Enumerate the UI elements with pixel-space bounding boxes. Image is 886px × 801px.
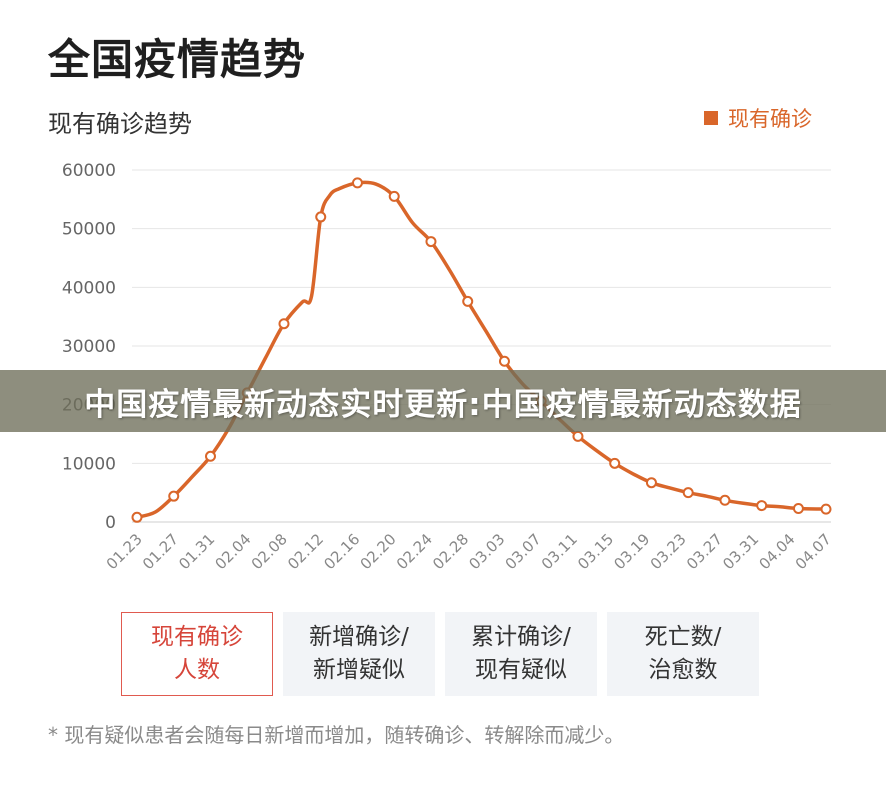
- x-tick-label: 02.04: [212, 530, 255, 573]
- trend-line-chart: 0100002000030000400005000060000 01.2301.…: [62, 161, 835, 573]
- y-tick-label: 40000: [62, 278, 116, 298]
- data-point: [792, 503, 804, 515]
- y-tick-label: 50000: [62, 220, 116, 240]
- data-point: [756, 500, 768, 512]
- data-point: [498, 355, 510, 367]
- tab-line2: 新增疑似: [313, 657, 405, 683]
- data-point: [719, 494, 731, 506]
- y-tick-labels: 0100002000030000400005000060000: [62, 161, 116, 533]
- x-tick-label: 04.04: [755, 530, 798, 573]
- footnote: * 现有疑似患者会随每日新增而增加，随转确诊、转解除而减少。: [48, 723, 625, 747]
- tab-line2: 现有疑似: [475, 657, 567, 683]
- tab-current-confirmed[interactable]: 现有确诊 人数: [121, 612, 273, 696]
- x-tick-label: 02.08: [248, 530, 291, 573]
- x-tick-labels: 01.2301.2701.3102.0402.0802.1202.1602.20…: [103, 530, 835, 573]
- data-point: [682, 487, 694, 499]
- x-tick-label: 03.27: [683, 530, 726, 573]
- x-tick-label: 01.23: [103, 530, 146, 573]
- grid-lines: [132, 169, 831, 523]
- data-point: [131, 511, 143, 523]
- metric-tabs: 现有确诊 人数 新增确诊/ 新增疑似 累计确诊/ 现有疑似 死亡数/ 治愈数: [121, 612, 759, 696]
- data-point: [388, 190, 400, 202]
- x-tick-label: 03.15: [574, 530, 617, 573]
- tab-total-confirmed[interactable]: 累计确诊/ 现有疑似: [445, 612, 597, 696]
- data-point: [645, 477, 657, 489]
- chart-subtitle: 现有确诊趋势: [48, 110, 192, 138]
- tab-line2: 治愈数: [648, 657, 718, 683]
- x-tick-label: 01.31: [175, 530, 218, 573]
- y-tick-label: 10000: [62, 454, 116, 474]
- overlay-banner: 中国疫情最新动态实时更新:中国疫情最新动态数据: [0, 370, 886, 432]
- legend-label: 现有确诊: [728, 107, 812, 131]
- data-point: [462, 295, 474, 307]
- x-tick-label: 03.31: [719, 530, 762, 573]
- tab-line1: 死亡数/: [644, 624, 722, 650]
- data-point: [572, 430, 584, 442]
- x-tick-label: 03.19: [610, 530, 653, 573]
- tab-deaths-recovered[interactable]: 死亡数/ 治愈数: [607, 612, 759, 696]
- y-tick-label: 30000: [62, 337, 116, 357]
- x-tick-label: 02.12: [284, 530, 327, 573]
- tab-line1: 累计确诊/: [471, 624, 571, 650]
- x-tick-label: 02.28: [429, 530, 472, 573]
- x-tick-label: 03.11: [538, 530, 581, 573]
- data-point: [351, 177, 363, 189]
- overlay-text: 中国疫情最新动态实时更新:中国疫情最新动态数据: [84, 386, 802, 423]
- series-line: [135, 180, 828, 520]
- y-tick-label: 0: [105, 513, 116, 533]
- x-tick-label: 03.23: [647, 530, 690, 573]
- tab-new-confirmed[interactable]: 新增确诊/ 新增疑似: [283, 612, 435, 696]
- data-point: [425, 236, 437, 248]
- y-tick-label: 60000: [62, 161, 116, 181]
- x-tick-label: 02.24: [393, 530, 436, 573]
- data-point: [820, 503, 832, 515]
- tab-line1: 现有确诊: [151, 624, 243, 650]
- tab-line1: 新增确诊/: [309, 624, 409, 650]
- x-tick-label: 04.07: [792, 530, 835, 573]
- chart-legend: 现有确诊: [704, 103, 812, 133]
- x-tick-label: 02.16: [320, 530, 363, 573]
- x-tick-label: 03.07: [502, 530, 545, 573]
- x-tick-label: 03.03: [465, 530, 508, 573]
- data-point: [204, 450, 216, 462]
- series-layer: [131, 177, 832, 523]
- tab-line2: 人数: [174, 657, 220, 683]
- data-point: [315, 211, 327, 223]
- x-tick-label: 02.20: [357, 530, 400, 573]
- data-point: [278, 318, 290, 330]
- legend-swatch-icon: [704, 111, 718, 125]
- x-tick-label: 01.27: [139, 530, 182, 573]
- page-title: 全国疫情趋势: [48, 35, 307, 84]
- data-point: [609, 457, 621, 469]
- data-point: [168, 490, 180, 502]
